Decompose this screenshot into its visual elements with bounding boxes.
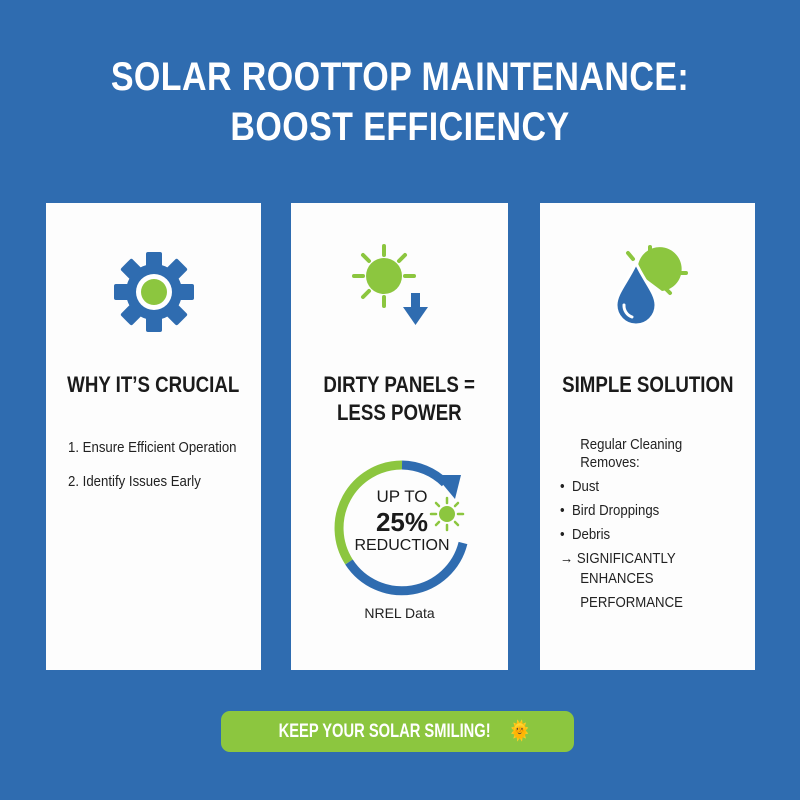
- gear-icon: [46, 247, 261, 337]
- result-text: → SIGNIFICANTLY: [560, 550, 676, 567]
- stat-value: 25%: [375, 507, 429, 537]
- water-drop-sun-icon: [540, 243, 755, 333]
- source-label: NREL Data: [364, 605, 435, 621]
- card-simple-solution: SIMPLE SOLUTION Regular Cleaning Removes…: [540, 203, 755, 670]
- card-why-crucial: WHY IT’S CRUCIAL 1. Ensure Efficient Ope…: [46, 203, 261, 670]
- list-item: 2. Identify Issues Early: [68, 473, 201, 490]
- reduction-gauge: UP TO 25% REDUCTION: [327, 453, 477, 603]
- sun-down-arrow-icon: [291, 241, 508, 331]
- list-item: • Dust: [560, 478, 600, 495]
- footer-banner: KEEP YOUR SOLAR SMILING! 🌞: [221, 711, 574, 752]
- list-item: 1. Ensure Efficient Operation: [68, 439, 237, 456]
- card-heading: DIRTY PANELS = LESS POWER: [323, 372, 476, 425]
- card-dirty-panels: DIRTY PANELS = LESS POWER UP TO 25% REDUC…: [291, 203, 508, 670]
- list-item: • Debris: [560, 526, 611, 543]
- card-heading: SIMPLE SOLUTION: [561, 372, 734, 397]
- list-item: • Bird Droppings: [560, 502, 660, 519]
- stat-prefix: UP TO: [376, 487, 428, 506]
- sun-emoji-icon: 🌞: [511, 721, 530, 742]
- card-heading: WHY IT’S CRUCIAL: [67, 372, 240, 397]
- stat-label: REDUCTION: [354, 537, 450, 554]
- sun-icon: [429, 496, 465, 532]
- page-title: SOLAR ROOTTOP MAINTENANCE: BOOST EFFICIE…: [110, 55, 690, 149]
